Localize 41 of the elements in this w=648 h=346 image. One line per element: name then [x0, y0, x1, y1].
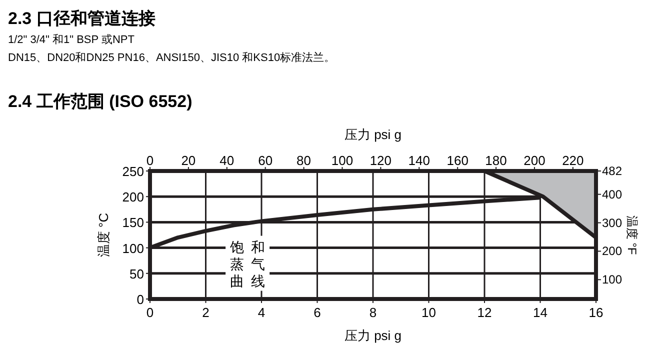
x-axis-title: 压力 psi g	[344, 328, 402, 343]
y-tick-label: 100	[122, 240, 144, 256]
x2-tick-label: 160	[446, 153, 468, 168]
y2-tick-label: 300	[602, 216, 622, 230]
x-tick-label: 10	[422, 305, 436, 320]
x-tick-label: 6	[314, 305, 321, 320]
annotation: 饱 和蒸 气曲 线	[229, 238, 266, 289]
y2-tick-label: 100	[602, 272, 622, 287]
x2-tick-label: 180	[485, 153, 507, 168]
x2-tick-label: 200	[524, 153, 546, 168]
x2-tick-label: 60	[258, 153, 273, 168]
x2-tick-label: 40	[220, 153, 234, 168]
x2-axis-title: 压力 psi g	[344, 127, 402, 142]
x2-tick-label: 0	[146, 153, 154, 168]
x-tick-label: 4	[258, 305, 266, 320]
y-tick-label: 50	[130, 266, 144, 282]
y2-tick-label: 400	[602, 187, 622, 202]
x2-tick-label: 20	[181, 153, 196, 168]
y-tick-label: 150	[122, 215, 144, 230]
x2-tick-label: 220	[562, 153, 584, 168]
x2-tick-label: 140	[408, 153, 430, 168]
y-tick-label: 0	[136, 292, 144, 307]
y-tick-label: 200	[122, 190, 144, 205]
y-axis-title: 温度 °C	[96, 212, 111, 258]
x2-tick-label: 80	[296, 153, 312, 168]
text: 1/2" 3/4" 和1" BSP 或NPT	[8, 33, 135, 46]
x-tick-label: 16	[588, 305, 604, 320]
y-tick-label: 250	[122, 164, 144, 179]
x-tick-label: 14	[533, 305, 548, 320]
x-tick-label: 2	[202, 305, 210, 320]
y2-tick-label: 482	[602, 164, 622, 178]
x-tick-label: 12	[477, 305, 492, 320]
x2-tick-label: 100	[331, 153, 354, 168]
x-tick-label: 0	[146, 305, 154, 320]
x-tick-label: 8	[369, 305, 377, 320]
heading: 2.3 口径和管道连接	[8, 9, 156, 28]
chart-title: 2.4 工作范围 (ISO 6552)	[8, 92, 192, 111]
text: DN15、DN20和DN25 PN16、ANSI150、JIS10 和KS10标准法兰。	[8, 51, 336, 64]
x2-tick-label: 120	[370, 153, 392, 168]
y2-tick-label: 200	[602, 244, 622, 258]
y2-axis-title: 温度 °F	[625, 215, 639, 255]
